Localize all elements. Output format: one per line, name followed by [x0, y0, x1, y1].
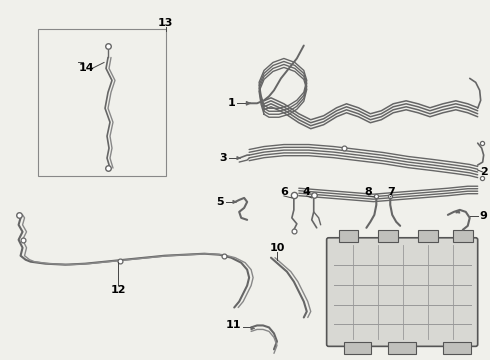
Bar [453, 230, 473, 242]
Text: 7: 7 [388, 187, 395, 197]
Text: 14: 14 [78, 63, 94, 73]
Text: 2: 2 [480, 167, 488, 177]
Text: 6: 6 [280, 187, 288, 197]
FancyBboxPatch shape [327, 238, 478, 346]
Text: 9: 9 [480, 211, 488, 221]
Bar [388, 342, 416, 354]
Text: 13: 13 [158, 18, 173, 28]
Bar [339, 230, 359, 242]
Text: 4: 4 [303, 187, 311, 197]
Text: 1: 1 [227, 98, 235, 108]
Bar [443, 342, 471, 354]
Bar [343, 342, 371, 354]
Text: 10: 10 [270, 243, 285, 253]
Bar [38, 28, 166, 176]
Text: 8: 8 [365, 187, 372, 197]
Bar [378, 230, 398, 242]
Text: 11: 11 [226, 320, 241, 330]
Text: 5: 5 [217, 197, 224, 207]
Bar [418, 230, 438, 242]
Text: 3: 3 [220, 153, 227, 163]
Text: 12: 12 [110, 284, 126, 294]
